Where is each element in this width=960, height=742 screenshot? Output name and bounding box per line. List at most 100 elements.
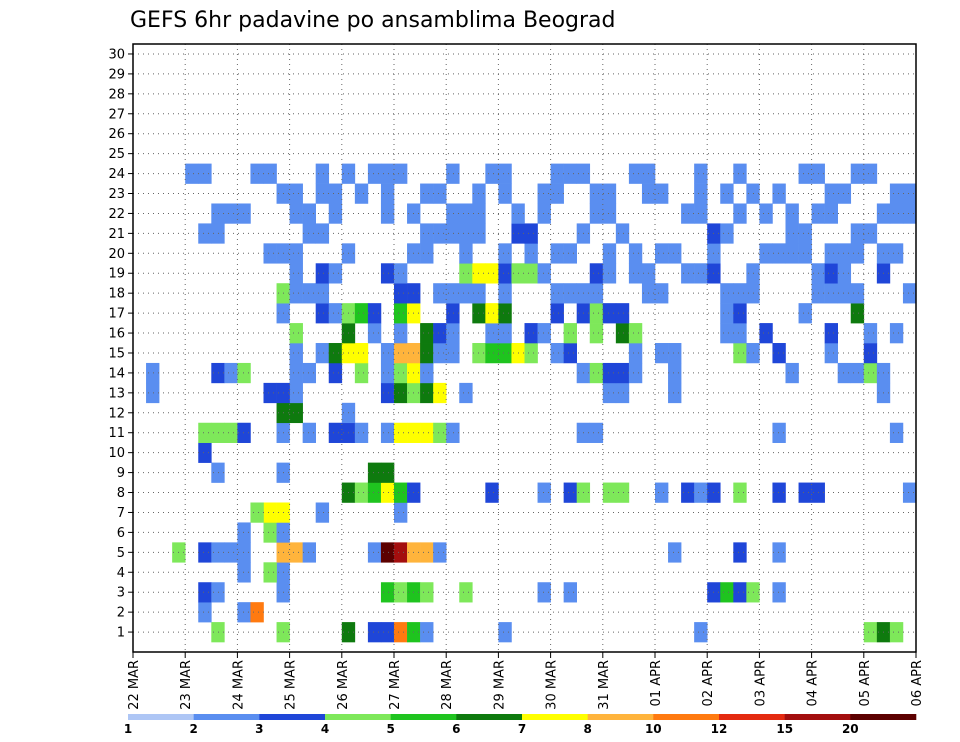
heatmap-cell — [211, 422, 225, 443]
y-tick-label: 20 — [108, 247, 125, 262]
heatmap-cell — [394, 622, 408, 643]
heatmap-cell — [328, 263, 343, 284]
heatmap-cell — [550, 183, 564, 204]
legend-swatch — [128, 714, 194, 720]
heatmap-cell — [380, 582, 395, 603]
y-tick-label: 13 — [108, 386, 125, 401]
heatmap-cell — [681, 263, 695, 284]
heatmap-cell — [615, 382, 630, 404]
heatmap-cell — [694, 263, 708, 284]
y-tick-label: 22 — [108, 207, 125, 222]
legend-swatch — [587, 714, 654, 720]
heatmap-cell — [367, 482, 382, 503]
heatmap-cell — [289, 343, 303, 364]
heatmap-cell — [589, 183, 604, 204]
heatmap-cell — [354, 343, 369, 364]
heatmap-cell — [446, 323, 460, 344]
heatmap-cell — [733, 582, 747, 603]
heatmap-cell — [589, 422, 604, 443]
heatmap-cell — [328, 343, 343, 364]
heatmap-cell — [563, 163, 577, 184]
heatmap-cell — [367, 462, 382, 483]
y-axis-ticks: 1234567891011121314151617181920212223242… — [108, 47, 133, 641]
heatmap-cell — [380, 343, 395, 364]
legend-label: 8 — [584, 722, 592, 736]
heatmap-cell — [694, 163, 708, 184]
heatmap-cell — [380, 203, 395, 224]
legend-label: 2 — [190, 722, 198, 736]
heatmap-cell — [668, 382, 682, 404]
heatmap-cell — [380, 542, 395, 563]
heatmap-cell — [563, 283, 577, 304]
heatmap-cell — [211, 223, 225, 244]
heatmap-cell — [302, 283, 316, 304]
heatmap-cell — [668, 343, 682, 364]
heatmap-cell — [289, 542, 303, 563]
heatmap-cell — [837, 243, 852, 264]
y-tick-label: 25 — [108, 147, 125, 162]
heatmap-cell — [394, 502, 408, 523]
heatmap-cell — [498, 263, 512, 284]
x-tick-label: 30 MAR — [545, 660, 560, 710]
heatmap-cell — [420, 183, 434, 204]
legend-label: 12 — [711, 722, 728, 736]
y-tick-label: 2 — [117, 606, 125, 621]
heatmap-cell — [498, 243, 512, 264]
heatmap-cell — [263, 522, 277, 543]
heatmap-cell — [289, 203, 303, 224]
heatmap-cell — [211, 542, 225, 563]
legend-swatch — [850, 714, 917, 720]
heatmap-cell — [211, 622, 225, 643]
heatmap-cell — [237, 203, 251, 224]
heatmap-cell — [798, 243, 812, 264]
heatmap-cell — [589, 323, 604, 344]
heatmap-cell — [237, 422, 251, 443]
y-tick-label: 8 — [117, 486, 125, 501]
heatmap-cell — [694, 203, 708, 224]
heatmap-cell — [224, 422, 238, 443]
heatmap-cell — [772, 183, 786, 204]
chart-title: GEFS 6hr padavine po ansamblima Beograd — [130, 8, 616, 33]
heatmap-cell — [733, 303, 747, 324]
heatmap-cell — [394, 382, 408, 404]
heatmap-cell — [485, 482, 499, 503]
heatmap-cell — [628, 243, 643, 264]
heatmap-cell — [394, 343, 408, 364]
heatmap-cell — [837, 283, 852, 304]
legend-label: 7 — [518, 722, 526, 736]
heatmap-cell — [289, 183, 303, 204]
legend-label: 20 — [842, 722, 859, 736]
heatmap-cell — [550, 303, 564, 324]
heatmap-cell — [302, 422, 316, 443]
x-tick-label: 23 MAR — [179, 660, 194, 710]
heatmap-cell — [798, 163, 812, 184]
heatmap-cell — [850, 303, 865, 324]
heatmap-cell — [628, 343, 643, 364]
heatmap-cell — [889, 323, 904, 344]
heatmap-cell — [785, 203, 799, 224]
x-tick-label: 29 MAR — [492, 660, 507, 710]
y-tick-label: 28 — [108, 87, 125, 102]
heatmap-cell — [850, 243, 865, 264]
y-tick-label: 6 — [117, 526, 125, 541]
heatmap-cell — [446, 163, 460, 184]
y-tick-label: 27 — [108, 107, 125, 122]
heatmap-cell — [589, 283, 604, 304]
heatmap-cell — [459, 283, 473, 304]
heatmap-cell — [420, 362, 434, 384]
heatmap-cell — [785, 243, 799, 264]
heatmap-cell — [237, 602, 251, 623]
heatmap-cell — [302, 203, 316, 224]
heatmap-cell — [198, 442, 212, 463]
heatmap-cell — [289, 382, 303, 404]
heatmap-cell — [863, 343, 878, 364]
heatmap-cell — [394, 323, 408, 344]
heatmap-cell — [628, 362, 643, 384]
heatmap-cell — [668, 243, 682, 264]
heatmap-cell — [237, 362, 251, 384]
y-tick-label: 12 — [108, 406, 125, 421]
heatmap-cell — [824, 243, 838, 264]
plot-frame — [132, 43, 917, 653]
heatmap-cell — [863, 622, 878, 643]
heatmap-cell — [420, 382, 434, 404]
